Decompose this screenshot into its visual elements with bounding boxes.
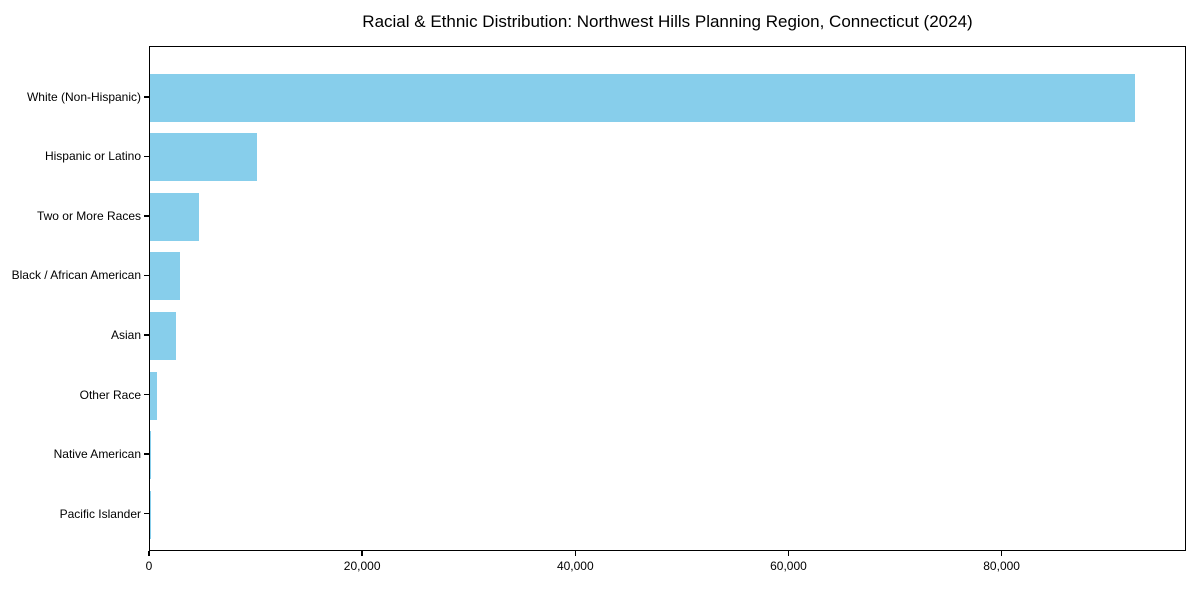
y-tick-label-other-race: Other Race — [79, 387, 141, 402]
x-tick-label-80000: 80,000 — [983, 559, 1020, 573]
bar-native-american — [150, 431, 151, 480]
x-tick-label-0: 0 — [145, 559, 153, 573]
bar-two-or-more-races — [150, 192, 199, 241]
y-tick-label-pacific-islander: Pacific Islander — [59, 506, 141, 521]
y-tick-label-native-american: Native American — [53, 447, 141, 462]
y-tick-mark — [144, 334, 149, 336]
plot-area — [149, 46, 1186, 551]
y-tick-mark — [144, 96, 149, 98]
bar-asian — [150, 312, 177, 360]
y-tick-label-black-african-american: Black / African American — [11, 268, 141, 283]
y-tick-mark — [144, 215, 149, 217]
y-tick-mark — [144, 155, 149, 158]
bar-hispanic-or-latino — [150, 133, 258, 182]
y-tick-mark — [144, 274, 149, 277]
x-tick-mark — [1000, 551, 1003, 556]
x-tick-mark — [148, 551, 150, 556]
chart-title: Racial & Ethnic Distribution: Northwest … — [362, 12, 973, 31]
bar-other-race — [150, 371, 158, 420]
y-tick-mark — [144, 393, 149, 396]
x-tick-label-40000: 40,000 — [556, 559, 594, 573]
x-tick-mark — [361, 551, 363, 556]
y-tick-label-white-non-hispanic: White (Non-Hispanic) — [26, 89, 141, 104]
bar-black-african-american — [150, 252, 180, 301]
y-tick-label-hispanic-or-latino: Hispanic or Latino — [44, 149, 141, 164]
y-tick-mark — [144, 453, 149, 455]
x-tick-mark — [574, 551, 577, 556]
x-tick-label-60000: 60,000 — [770, 559, 807, 573]
y-tick-label-asian: Asian — [110, 328, 141, 342]
x-tick-label-20000: 20,000 — [343, 559, 381, 573]
y-tick-mark — [144, 512, 149, 515]
x-tick-mark — [787, 551, 790, 556]
y-tick-label-two-or-more-races: Two or More Races — [36, 208, 141, 223]
bar-white-non-hispanic — [150, 73, 1135, 122]
